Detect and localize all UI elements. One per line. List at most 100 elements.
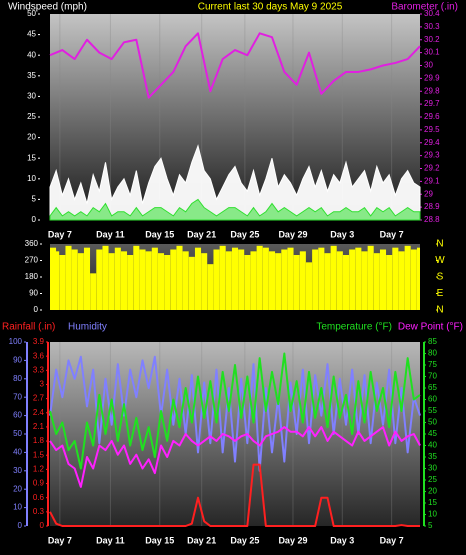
bar <box>164 255 171 310</box>
legend-dewpoint: Dew Point (°F) <box>398 322 463 333</box>
x-tick-label: Day 15 <box>145 229 174 239</box>
y-tick-label: 50 <box>27 9 36 18</box>
bar <box>133 245 140 310</box>
y-tick-label: 40 <box>13 448 22 457</box>
y3-tick-label: 3.9 <box>33 337 45 346</box>
y3-tick-label: 0 <box>40 521 45 530</box>
y2-tick-label: 75 <box>428 360 437 369</box>
line <box>49 32 421 99</box>
y2-tick-label: 10 <box>428 510 437 519</box>
y3-tick-label: 0.6 <box>33 493 45 502</box>
y2-tick-label: 25 <box>428 475 437 484</box>
bar <box>120 251 128 310</box>
line <box>49 463 420 527</box>
bar <box>293 255 300 310</box>
bar <box>324 253 331 310</box>
bar <box>182 251 189 310</box>
y-tick-label: 40 <box>27 50 36 59</box>
y-tick-label: 15 <box>27 153 36 162</box>
y-tick-label: 35 <box>27 71 36 80</box>
bar <box>213 249 220 310</box>
bar <box>416 247 420 310</box>
y-tick-label: 60 <box>13 411 22 420</box>
x-tick-label: Day 7 <box>380 229 404 239</box>
y2-tick-label: 35 <box>428 452 437 461</box>
y-axis-title: Windspeed (mph) <box>8 2 87 13</box>
bar <box>361 251 368 310</box>
bar <box>83 247 91 310</box>
bar <box>342 255 350 310</box>
bar <box>287 247 294 310</box>
bar <box>373 253 380 310</box>
y3-tick-label: 3.3 <box>33 365 45 374</box>
y3-tick-label: 1.8 <box>33 436 45 445</box>
bar <box>50 247 57 310</box>
bar <box>176 245 183 310</box>
bar <box>379 249 387 310</box>
y2-tick-label: 29.6 <box>424 112 440 121</box>
y2-tick-label: 55 <box>428 406 437 415</box>
bar <box>262 247 269 310</box>
bar <box>219 245 226 310</box>
area <box>49 198 421 221</box>
y2-tick-label: 28.8 <box>424 215 440 224</box>
x-tick-label: Day 21 <box>187 535 216 545</box>
bar <box>151 247 158 310</box>
bar <box>318 247 325 310</box>
y2-tick-label: 40 <box>428 441 437 450</box>
y3-tick-label: 2.4 <box>33 408 45 417</box>
x-tick-label: Day 3 <box>330 229 354 239</box>
y3-tick-label: 0.3 <box>33 507 45 516</box>
y2-tick-label: 29.7 <box>424 99 440 108</box>
y2-tick-label: 30.2 <box>424 35 440 44</box>
y-tick-label: 360 <box>25 239 39 248</box>
bar <box>386 255 393 310</box>
line <box>49 426 421 488</box>
y-tick-label: 80 <box>13 374 22 383</box>
area <box>49 144 421 221</box>
y-tick-label: 5 <box>32 195 37 204</box>
y-tick-label: 180 <box>25 272 39 281</box>
bar <box>275 253 282 310</box>
bar <box>231 247 239 310</box>
bar <box>312 249 319 310</box>
bar <box>355 247 362 310</box>
bar <box>96 249 103 310</box>
x-tick-label: Day 21 <box>187 229 216 239</box>
x-tick-label: Day 29 <box>278 535 307 545</box>
chart-title: Current last 30 days May 9 2025 <box>198 2 343 13</box>
y3-tick-label: 3.6 <box>33 351 45 360</box>
y2-tick-label: 29.8 <box>424 86 440 95</box>
y3-tick-label: 3 <box>40 380 45 389</box>
x-tick-label: Day 29 <box>278 229 307 239</box>
y-tick-label: 50 <box>13 429 22 438</box>
y2-tick-label: 29.1 <box>424 176 440 185</box>
y2-tick-label: 29.4 <box>424 138 440 147</box>
bar <box>404 245 411 310</box>
bar <box>188 256 195 310</box>
bar <box>336 251 343 310</box>
bar <box>299 251 306 310</box>
y-tick-label: 20 <box>13 484 22 493</box>
y-tick-label: 30 <box>27 92 36 101</box>
bar <box>349 249 356 310</box>
x-tick-label: Day 25 <box>230 229 259 239</box>
bar <box>194 247 202 310</box>
y-tick-label: 0 <box>18 521 23 530</box>
x-tick-label: Day 7 <box>380 535 404 545</box>
y-tick-label: 10 <box>27 174 36 183</box>
y2-tick-label: 65 <box>428 383 437 392</box>
bar <box>127 255 134 310</box>
y2-tick-label: 45 <box>428 429 437 438</box>
bar <box>392 247 399 310</box>
x-tick-label: Day 3 <box>330 535 354 545</box>
bar <box>244 255 251 310</box>
y-tick-label: 0 <box>32 215 37 224</box>
bar <box>238 249 245 310</box>
y2-tick-label: E <box>437 288 444 299</box>
bar <box>59 255 66 310</box>
y2-tick-label: 60 <box>428 395 437 404</box>
y2-tick-label: 29 <box>424 189 433 198</box>
bar <box>157 253 165 310</box>
